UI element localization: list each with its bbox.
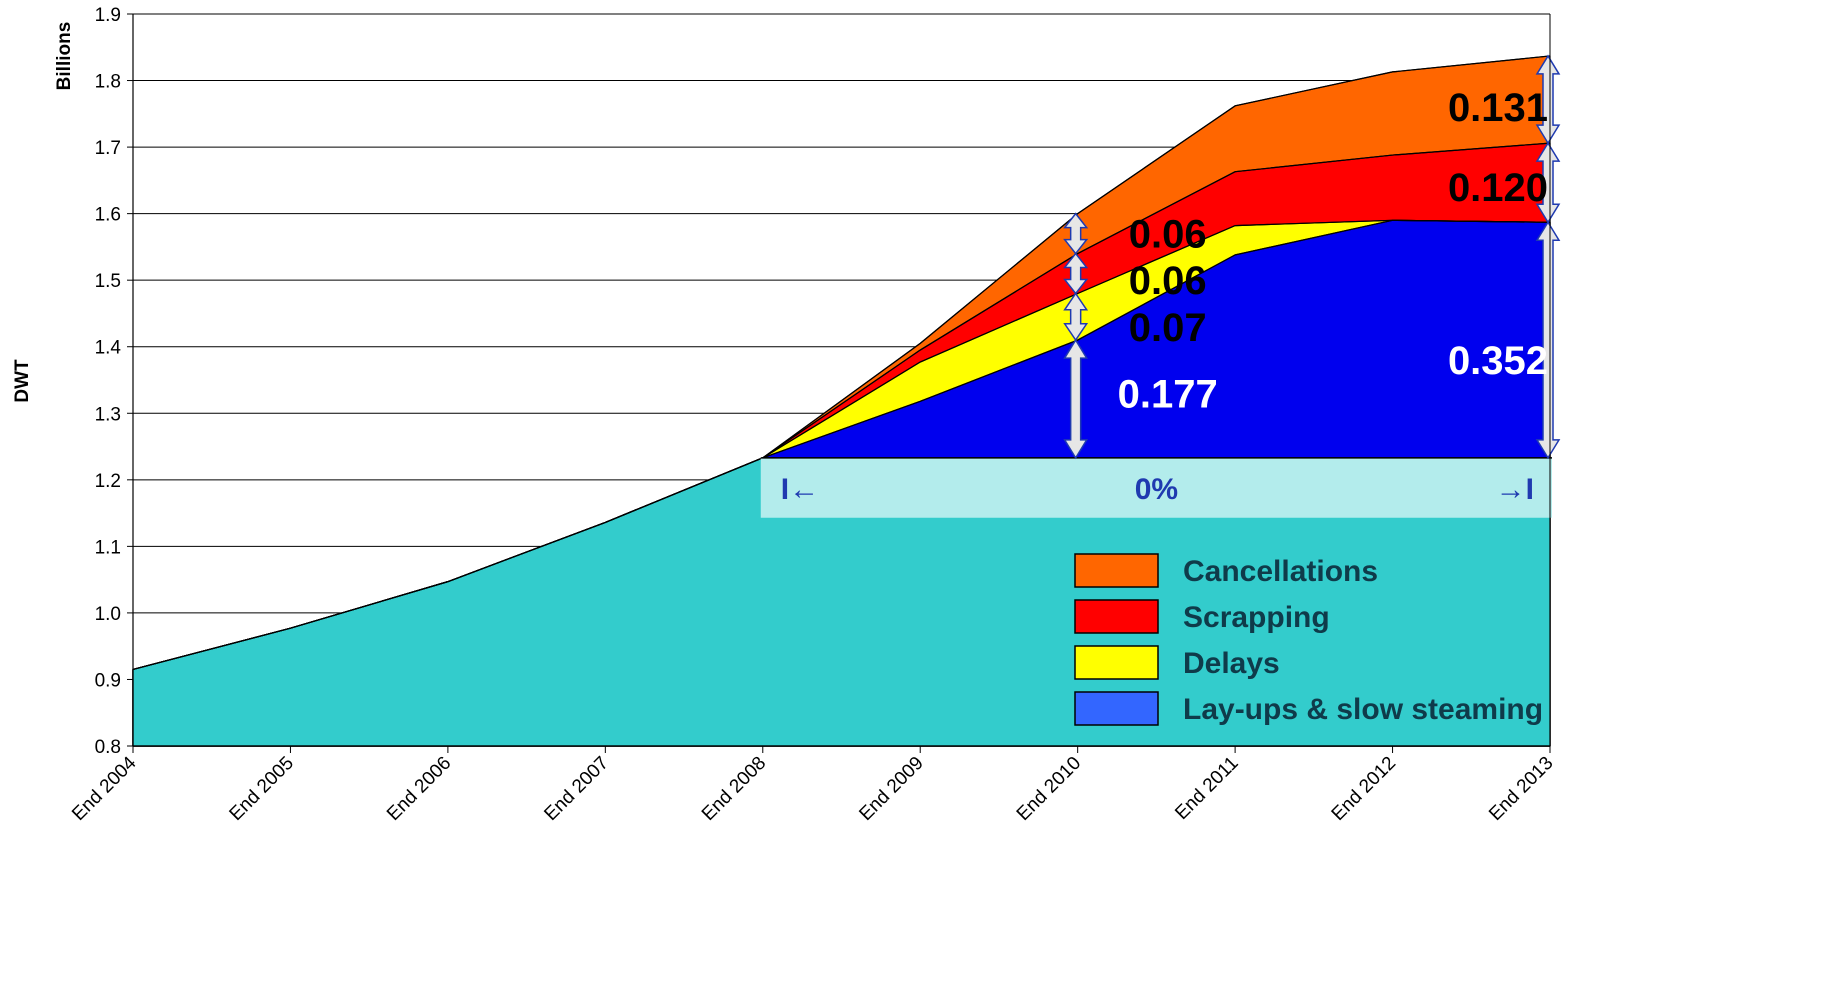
annotation-0: 0.06: [1129, 213, 1207, 257]
y-unit-label: Billions: [54, 22, 75, 91]
y-tick-label-2: 1.0: [95, 604, 121, 625]
legend-swatch-lay-ups-slow-steaming: [1074, 691, 1159, 726]
annotation-4: 0.131: [1448, 86, 1548, 130]
y-tick-label-8: 1.6: [95, 205, 121, 226]
annotation-5: 0.120: [1448, 166, 1548, 210]
legend-label-delays: Delays: [1183, 647, 1280, 680]
y-tick-label-10: 1.8: [95, 72, 121, 93]
band-rect: [760, 457, 1552, 518]
y-tick-label-9: 1.7: [95, 138, 121, 159]
annotation-3: 0.177: [1118, 372, 1218, 416]
legend-label-scrapping: Scrapping: [1183, 601, 1330, 634]
area-series: [132, 55, 1551, 747]
range-arrow-6: [1535, 220, 1561, 460]
range-arrows: [1063, 54, 1561, 460]
y-tick-label-3: 1.1: [95, 537, 121, 558]
y-tick-label-4: 1.2: [95, 471, 121, 492]
legend-swatch-cancellations: [1074, 553, 1159, 588]
zero-growth-band: 0% I← →I: [760, 457, 1552, 518]
band-label: 0%: [1135, 473, 1178, 506]
y-axis-title: DWT: [12, 359, 33, 403]
legend-swatch-scrapping: [1074, 599, 1159, 634]
y-tick-label-5: 1.3: [95, 404, 121, 425]
legend-label-cancellations: Cancellations: [1183, 555, 1378, 588]
legend-label-lay-ups-slow-steaming: Lay-ups & slow steaming: [1183, 693, 1543, 726]
legend-swatch-delays: [1074, 645, 1159, 680]
y-tick-label-6: 1.4: [95, 338, 122, 359]
band-right-marker: →I: [1496, 473, 1534, 506]
band-left-marker: I←: [781, 473, 819, 506]
range-arrow-3: [1063, 338, 1089, 460]
series-line-cancellations: [132, 55, 1551, 671]
annotation-6: 0.352: [1448, 339, 1548, 383]
y-tick-label-1: 0.9: [95, 670, 121, 691]
y-tick-label-0: 0.8: [95, 737, 121, 758]
y-tick-label-11: 1.9: [95, 5, 121, 26]
y-tick-label-7: 1.5: [95, 271, 121, 292]
annotation-2: 0.07: [1129, 306, 1207, 350]
legend: Cancellations Scrapping Delays Lay-ups & sl…: [1074, 553, 1543, 726]
annotation-1: 0.06: [1129, 259, 1207, 303]
